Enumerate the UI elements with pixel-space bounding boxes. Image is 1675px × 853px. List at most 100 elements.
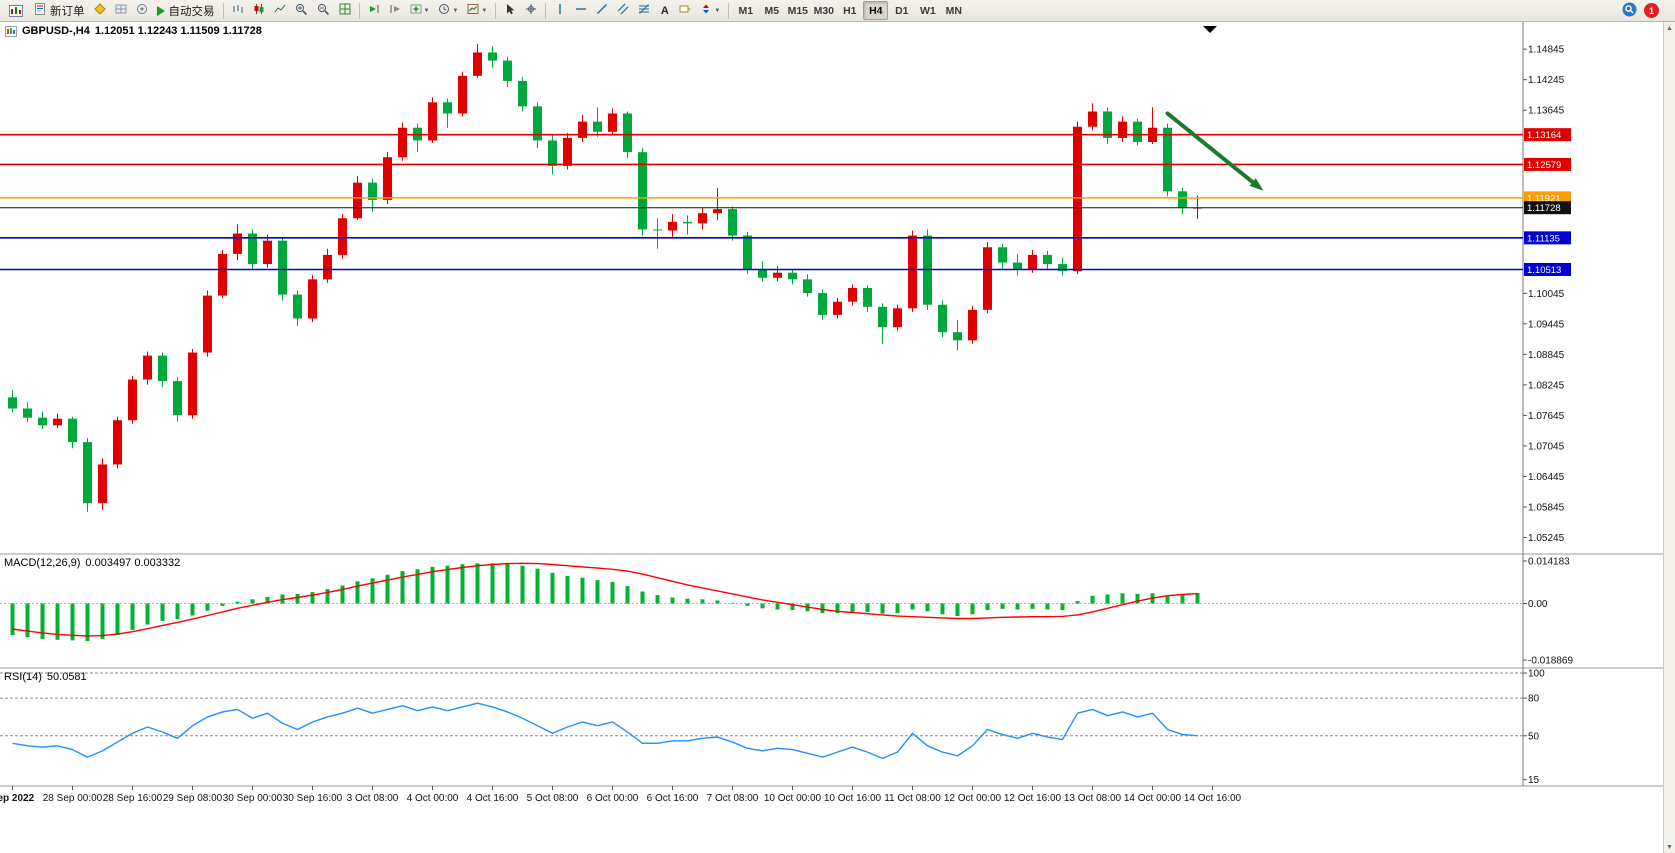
price-chart-canvas[interactable]: 1.14845 1.14245 1.13645 1.10045 1.09445 1.088… — [0, 22, 1663, 853]
timeframe-button-m15[interactable]: M15 — [785, 1, 810, 20]
svg-text:1.13645: 1.13645 — [1528, 106, 1565, 117]
chevron-down-icon: ▼ — [714, 7, 721, 14]
arrows-icon — [700, 3, 712, 18]
text-label-button[interactable] — [675, 1, 695, 20]
indicators-button[interactable]: ▼ — [406, 1, 434, 20]
chart-window-icon — [2, 0, 29, 21]
svg-text:29 Sep 08:00: 29 Sep 08:00 — [163, 793, 223, 804]
crosshair-button[interactable] — [521, 1, 541, 20]
autotrading-label: 自动交易 — [168, 5, 215, 18]
symbol-label: GBPUSD-,H4 — [22, 25, 90, 37]
timeframe-button-w1[interactable]: W1 — [915, 1, 940, 20]
timeframe-button-h4[interactable]: H4 — [863, 1, 889, 20]
svg-text:-0.018869: -0.018869 — [1528, 656, 1573, 667]
market-watch-icon — [115, 3, 127, 18]
tile-windows-button[interactable] — [335, 1, 355, 20]
vertical-scrollbar[interactable]: ▲ ▼ — [1663, 22, 1675, 853]
svg-text:28 Sep 00:00: 28 Sep 00:00 — [43, 793, 103, 804]
svg-text:1.05245: 1.05245 — [1528, 533, 1565, 544]
scroll-down-icon[interactable]: ▼ — [1666, 843, 1673, 851]
zoom-in-button[interactable] — [291, 1, 312, 20]
metaeditor-button[interactable] — [90, 1, 110, 20]
svg-text:4 Oct 16:00: 4 Oct 16:00 — [467, 793, 519, 804]
scroll-up-icon[interactable]: ▲ — [1666, 24, 1673, 32]
autotrading-button[interactable]: 自动交易 — [153, 1, 219, 20]
horizontal-line-button[interactable] — [571, 1, 591, 20]
expert-advisors-icon — [136, 3, 148, 18]
svg-text:Sep 2022: Sep 2022 — [0, 793, 35, 804]
zoom-out-button[interactable] — [313, 1, 334, 20]
svg-text:0.014183: 0.014183 — [1528, 556, 1570, 567]
svg-text:6 Oct 00:00: 6 Oct 00:00 — [587, 793, 639, 804]
toolbar-separator — [545, 2, 547, 19]
svg-text:4 Oct 00:00: 4 Oct 00:00 — [407, 793, 459, 804]
auto-scroll-button[interactable] — [364, 1, 384, 20]
market-watch-button[interactable] — [111, 1, 131, 20]
svg-text:11 Oct 08:00: 11 Oct 08:00 — [884, 793, 941, 804]
text-tool-icon: A — [660, 4, 669, 17]
svg-text:1.06445: 1.06445 — [1528, 472, 1565, 483]
svg-text:7 Oct 08:00: 7 Oct 08:00 — [707, 793, 759, 804]
vertical-line-button[interactable] — [550, 1, 570, 20]
notification-badge[interactable]: 1 — [1644, 3, 1659, 18]
periods-button[interactable]: ▼ — [434, 1, 462, 20]
toolbar-right-group: 1 — [1618, 1, 1659, 20]
clock-icon — [438, 3, 450, 18]
search-button[interactable] — [1618, 1, 1641, 20]
svg-text:50: 50 — [1528, 731, 1540, 742]
trendline-button[interactable] — [592, 1, 612, 20]
svg-text:1.10513: 1.10513 — [1527, 265, 1561, 276]
fibonacci-button[interactable] — [634, 1, 654, 20]
timeframe-button-m30[interactable]: M30 — [811, 1, 836, 20]
svg-text:80: 80 — [1528, 694, 1540, 705]
expert-advisors-button[interactable] — [132, 1, 152, 20]
metaeditor-icon — [93, 3, 106, 18]
new-order-button[interactable]: 新订单 — [30, 1, 89, 20]
text-tool-button[interactable]: A — [655, 1, 674, 20]
svg-text:1.07045: 1.07045 — [1528, 441, 1565, 452]
chart-window: 1.14845 1.14245 1.13645 1.10045 1.09445 1.088… — [0, 22, 1663, 853]
svg-text:10 Oct 00:00: 10 Oct 00:00 — [764, 793, 822, 804]
new-order-label: 新订单 — [50, 5, 85, 18]
svg-text:1.14845: 1.14845 — [1528, 45, 1565, 56]
chart-shift-button[interactable] — [385, 1, 405, 20]
ohlc-values: 1.12051 1.12243 1.11509 1.11728 — [94, 25, 262, 37]
svg-text:1.10045: 1.10045 — [1528, 289, 1565, 300]
svg-text:1.11728: 1.11728 — [1527, 203, 1561, 214]
svg-text:12 Oct 00:00: 12 Oct 00:00 — [944, 793, 1002, 804]
svg-text:12 Oct 16:00: 12 Oct 16:00 — [1004, 793, 1062, 804]
templates-button[interactable]: ▼ — [463, 1, 491, 20]
auto-scroll-icon — [368, 3, 380, 18]
toolbar-separator — [222, 2, 224, 19]
autotrading-play-icon — [156, 5, 165, 16]
svg-text:1.12579: 1.12579 — [1527, 160, 1561, 171]
rsi-indicator-label: RSI(14) 50.0581 — [4, 671, 87, 683]
line-chart-icon — [274, 3, 286, 18]
fibonacci-icon — [638, 3, 650, 18]
line-chart-button[interactable] — [270, 1, 290, 20]
timeframe-button-d1[interactable]: D1 — [889, 1, 914, 20]
svg-text:14 Oct 00:00: 14 Oct 00:00 — [1124, 793, 1182, 804]
candlestick-chart-button[interactable] — [249, 1, 269, 20]
timeframe-button-m1[interactable]: M1 — [733, 1, 758, 20]
cursor-button[interactable] — [500, 1, 520, 20]
macd-name: MACD(12,26,9) — [4, 557, 81, 569]
svg-text:1.14245: 1.14245 — [1528, 75, 1565, 86]
tile-windows-icon — [339, 3, 351, 18]
timeframe-button-mn[interactable]: MN — [941, 1, 966, 20]
svg-text:15: 15 — [1528, 775, 1540, 786]
svg-text:6 Oct 16:00: 6 Oct 16:00 — [647, 793, 699, 804]
vertical-line-icon — [554, 3, 566, 18]
bar-chart-button[interactable] — [228, 1, 248, 20]
timeframe-button-h1[interactable]: H1 — [837, 1, 862, 20]
arrows-button[interactable]: ▼ — [696, 1, 724, 20]
channel-button[interactable] — [613, 1, 633, 20]
toolbar-separator — [358, 2, 360, 19]
svg-text:13 Oct 08:00: 13 Oct 08:00 — [1064, 793, 1122, 804]
text-label-icon — [679, 3, 691, 18]
svg-text:1.08245: 1.08245 — [1528, 380, 1565, 391]
timeframe-toolbar: M1 M5 M15 M30 H1 H4 D1 W1 MN — [733, 1, 966, 20]
svg-text:10 Oct 16:00: 10 Oct 16:00 — [824, 793, 882, 804]
timeframe-button-m5[interactable]: M5 — [759, 1, 784, 20]
svg-text:1.13164: 1.13164 — [1527, 130, 1561, 141]
